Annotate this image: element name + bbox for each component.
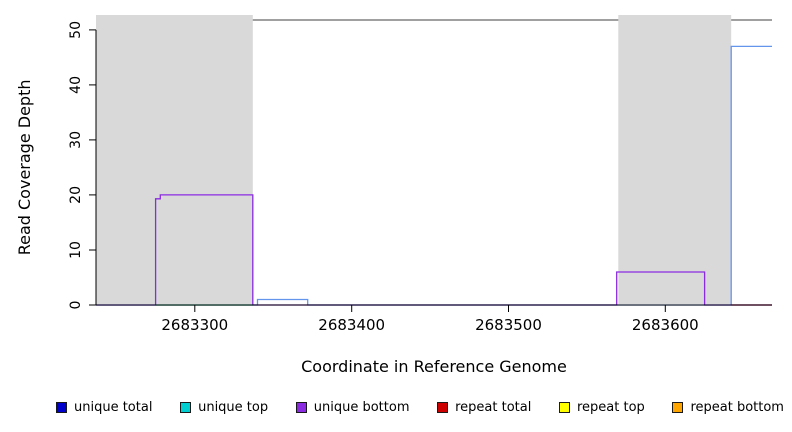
y-tick-label: 30 — [68, 131, 84, 149]
y-tick-label: 10 — [68, 241, 84, 259]
legend-item: repeat total — [437, 400, 531, 415]
shaded-region — [618, 15, 732, 304]
legend-item: unique top — [180, 400, 268, 415]
legend-label: repeat total — [455, 399, 532, 415]
legend-item: repeat top — [559, 400, 645, 415]
legend-item: unique total — [56, 400, 152, 415]
legend-label: unique top — [198, 399, 269, 415]
x-axis-title: Coordinate in Reference Genome — [301, 357, 567, 376]
legend-label: unique bottom — [313, 399, 410, 415]
legend-label: repeat top — [577, 399, 645, 415]
x-tick-label: 2683400 — [318, 316, 385, 334]
series-line-unique-total — [96, 45, 772, 306]
legend-label: repeat bottom — [690, 399, 784, 415]
legend: unique total unique top unique bottom repea… — [56, 398, 784, 416]
plot-svg: 2683300 2683400 2683500 2683600 0 10 20 30 40 50 C… — [15, 15, 772, 376]
legend-label: unique total — [74, 399, 153, 415]
shaded-region — [96, 15, 253, 304]
legend-swatch — [559, 401, 570, 413]
x-tick-label: 2683300 — [161, 316, 228, 334]
series-line-unique-bottom — [96, 194, 772, 306]
legend-swatch — [437, 401, 449, 413]
legend-item: repeat bottom — [672, 400, 784, 415]
y-tick-label: 40 — [68, 76, 84, 94]
x-tick-label: 2683600 — [632, 316, 699, 334]
legend-swatch — [672, 401, 684, 413]
legend-swatch — [56, 401, 67, 413]
x-tick-label: 2683500 — [475, 316, 542, 334]
legend-item: unique bottom — [295, 399, 410, 415]
legend-swatch — [180, 401, 192, 413]
y-axis-title: Read Coverage Depth — [15, 80, 34, 256]
legend-swatch — [295, 401, 307, 413]
y-tick-label: 0 — [68, 301, 84, 310]
y-tick-label: 50 — [68, 21, 84, 39]
y-tick-label: 20 — [68, 186, 84, 204]
